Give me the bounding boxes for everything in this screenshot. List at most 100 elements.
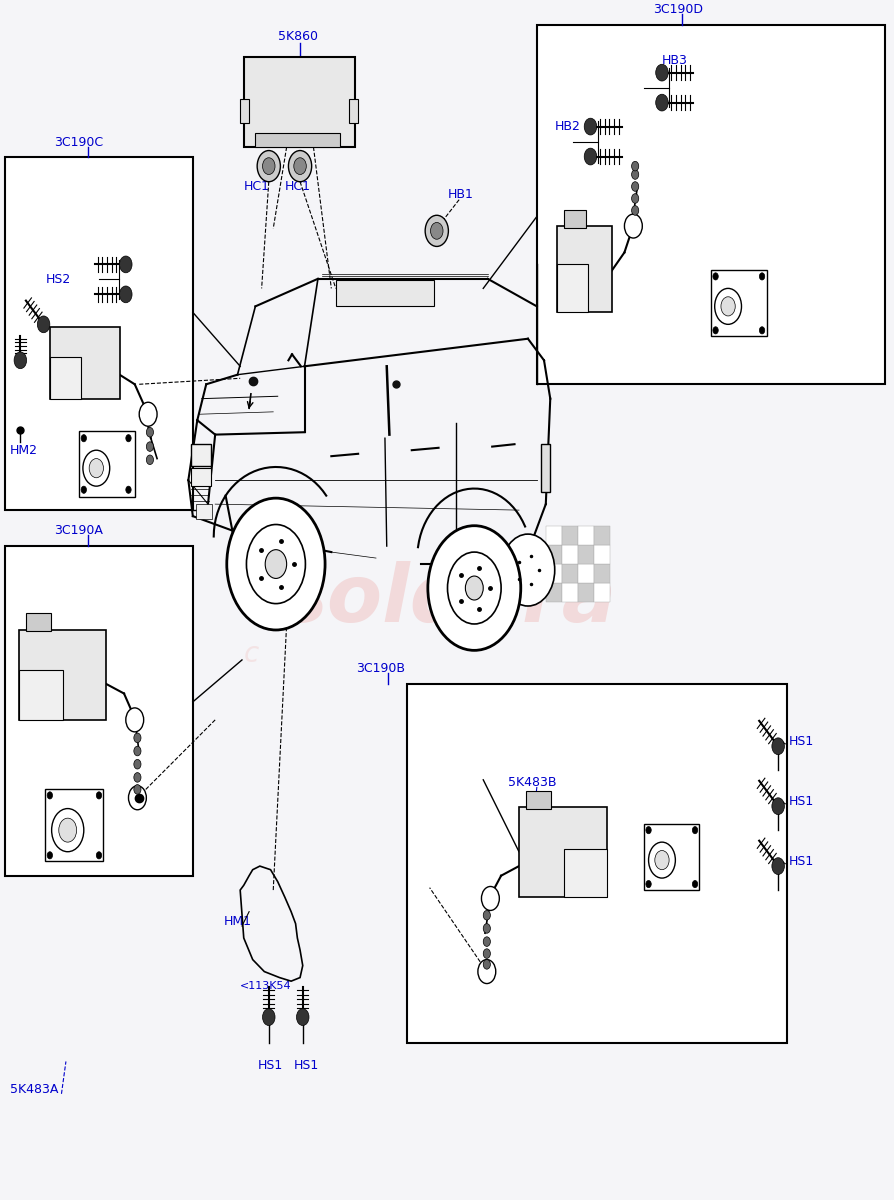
Circle shape xyxy=(147,455,154,464)
Text: HS1: HS1 xyxy=(788,734,814,748)
Circle shape xyxy=(147,442,154,451)
Text: HM2: HM2 xyxy=(10,444,38,457)
Circle shape xyxy=(126,434,131,442)
Text: 3C190C: 3C190C xyxy=(55,136,104,149)
Circle shape xyxy=(120,256,132,272)
Text: soldera: soldera xyxy=(279,562,615,640)
Circle shape xyxy=(713,272,718,280)
Circle shape xyxy=(288,150,311,181)
Text: 3C190D: 3C190D xyxy=(653,2,703,16)
Circle shape xyxy=(655,95,668,110)
Bar xyxy=(255,132,340,146)
Bar xyxy=(26,613,51,631)
Circle shape xyxy=(645,881,651,888)
Bar xyxy=(195,504,211,518)
Text: HC1: HC1 xyxy=(284,180,310,193)
Bar xyxy=(190,468,210,486)
Circle shape xyxy=(758,326,763,334)
Bar xyxy=(50,356,81,398)
Bar xyxy=(5,156,192,510)
Circle shape xyxy=(481,887,499,911)
Circle shape xyxy=(257,150,280,181)
Circle shape xyxy=(52,809,84,852)
Circle shape xyxy=(120,286,132,302)
Circle shape xyxy=(483,949,490,959)
Circle shape xyxy=(631,181,638,191)
Text: HS1: HS1 xyxy=(293,1058,318,1072)
Circle shape xyxy=(501,534,554,606)
Circle shape xyxy=(721,296,735,316)
Text: c: c xyxy=(243,640,258,668)
Circle shape xyxy=(83,450,110,486)
Circle shape xyxy=(47,852,53,859)
Circle shape xyxy=(483,960,490,970)
Circle shape xyxy=(126,486,131,493)
Circle shape xyxy=(425,215,448,246)
Circle shape xyxy=(134,733,141,743)
Bar xyxy=(556,226,611,312)
Circle shape xyxy=(771,858,783,875)
Bar xyxy=(541,444,550,492)
Text: HS1: HS1 xyxy=(257,1058,283,1072)
Text: HC1: HC1 xyxy=(243,180,269,193)
Bar xyxy=(545,545,561,564)
Circle shape xyxy=(483,937,490,947)
Bar xyxy=(563,210,586,228)
Bar xyxy=(5,546,192,876)
Circle shape xyxy=(81,434,87,442)
Circle shape xyxy=(631,161,638,170)
Circle shape xyxy=(648,842,675,878)
Bar xyxy=(190,444,210,466)
Bar xyxy=(594,545,610,564)
Bar xyxy=(561,583,578,602)
Circle shape xyxy=(139,402,157,426)
Text: HB2: HB2 xyxy=(554,120,580,133)
Circle shape xyxy=(47,792,53,799)
Bar xyxy=(561,526,578,545)
Bar xyxy=(594,526,610,545)
Bar xyxy=(545,564,561,583)
Circle shape xyxy=(584,118,596,134)
Circle shape xyxy=(447,552,501,624)
Circle shape xyxy=(430,222,443,239)
Bar xyxy=(594,583,610,602)
Bar xyxy=(50,326,120,398)
Circle shape xyxy=(38,316,50,332)
Circle shape xyxy=(758,272,763,280)
Circle shape xyxy=(713,326,718,334)
Circle shape xyxy=(97,792,102,799)
Bar xyxy=(19,670,63,720)
Bar xyxy=(335,280,434,306)
Circle shape xyxy=(134,746,141,756)
Bar xyxy=(561,564,578,583)
Text: 5K483A: 5K483A xyxy=(10,1082,58,1096)
Text: HS1: HS1 xyxy=(788,854,814,868)
Circle shape xyxy=(427,526,520,650)
Text: HB1: HB1 xyxy=(447,188,473,202)
Bar xyxy=(545,526,561,545)
Bar xyxy=(561,545,578,564)
Circle shape xyxy=(624,214,642,238)
Bar xyxy=(80,431,135,497)
Circle shape xyxy=(226,498,325,630)
Circle shape xyxy=(483,911,490,920)
Bar xyxy=(526,791,551,809)
Bar xyxy=(240,100,249,122)
Circle shape xyxy=(483,924,490,934)
Text: HS2: HS2 xyxy=(46,274,71,287)
Bar xyxy=(578,564,594,583)
Text: <113K54: <113K54 xyxy=(240,980,291,991)
Circle shape xyxy=(645,827,651,834)
Bar xyxy=(243,58,355,146)
Circle shape xyxy=(714,288,740,324)
Circle shape xyxy=(126,708,144,732)
Circle shape xyxy=(631,205,638,215)
Circle shape xyxy=(265,550,286,578)
Circle shape xyxy=(771,738,783,755)
Bar xyxy=(644,824,699,890)
Circle shape xyxy=(129,786,147,810)
Circle shape xyxy=(147,427,154,437)
Text: HS1: HS1 xyxy=(788,794,814,808)
Bar xyxy=(407,684,786,1044)
Circle shape xyxy=(293,157,306,174)
